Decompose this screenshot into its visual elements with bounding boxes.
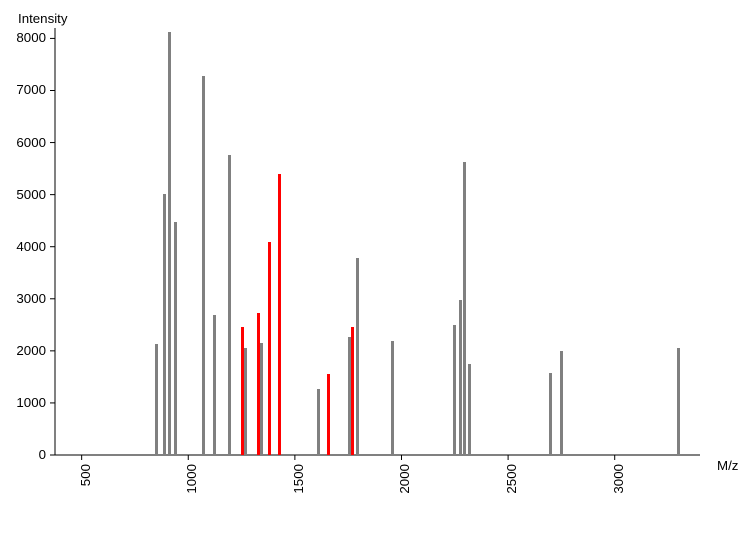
spectrum-peak xyxy=(174,222,177,455)
spectrum-peak xyxy=(260,343,263,455)
spectrum-peak xyxy=(459,300,462,455)
x-tick-label: 2000 xyxy=(397,464,412,494)
spectrum-peak xyxy=(351,327,354,455)
y-tick-label: 7000 xyxy=(2,82,46,97)
spectrum-peak xyxy=(463,162,466,455)
y-tick-label: 1000 xyxy=(2,395,46,410)
mass-spectrum-chart: Intensity M/z 01000200030004000500060007… xyxy=(0,0,750,540)
y-tick-label: 8000 xyxy=(2,30,46,45)
spectrum-peak xyxy=(453,325,456,455)
y-tick-label: 2000 xyxy=(2,343,46,358)
x-tick-label: 1000 xyxy=(184,464,199,494)
spectrum-peak xyxy=(356,258,359,455)
spectrum-peak xyxy=(327,374,330,455)
spectrum-peak xyxy=(244,348,247,455)
spectrum-peak xyxy=(202,76,205,455)
spectrum-peak xyxy=(317,389,320,455)
y-tick-label: 0 xyxy=(2,447,46,462)
spectrum-peak xyxy=(391,341,394,455)
spectrum-peak xyxy=(468,364,471,455)
spectrum-peak xyxy=(168,32,171,455)
y-tick-label: 4000 xyxy=(2,239,46,254)
x-tick-label: 1500 xyxy=(291,464,306,494)
y-tick-label: 3000 xyxy=(2,291,46,306)
plot-area xyxy=(55,28,700,455)
spectrum-peak xyxy=(213,315,216,455)
spectrum-peak xyxy=(278,174,281,455)
y-tick-label: 5000 xyxy=(2,187,46,202)
spectrum-peak xyxy=(560,351,563,455)
y-tick-label: 6000 xyxy=(2,135,46,150)
x-tick-label: 2500 xyxy=(504,464,519,494)
spectrum-peak xyxy=(677,348,680,455)
spectrum-peak xyxy=(155,344,158,455)
spectrum-peak xyxy=(268,242,271,456)
spectrum-peak xyxy=(228,155,231,455)
x-tick-label: 500 xyxy=(78,464,93,486)
spectrum-peak xyxy=(549,373,552,455)
spectrum-peak xyxy=(163,194,166,455)
x-tick-label: 3000 xyxy=(611,464,626,494)
